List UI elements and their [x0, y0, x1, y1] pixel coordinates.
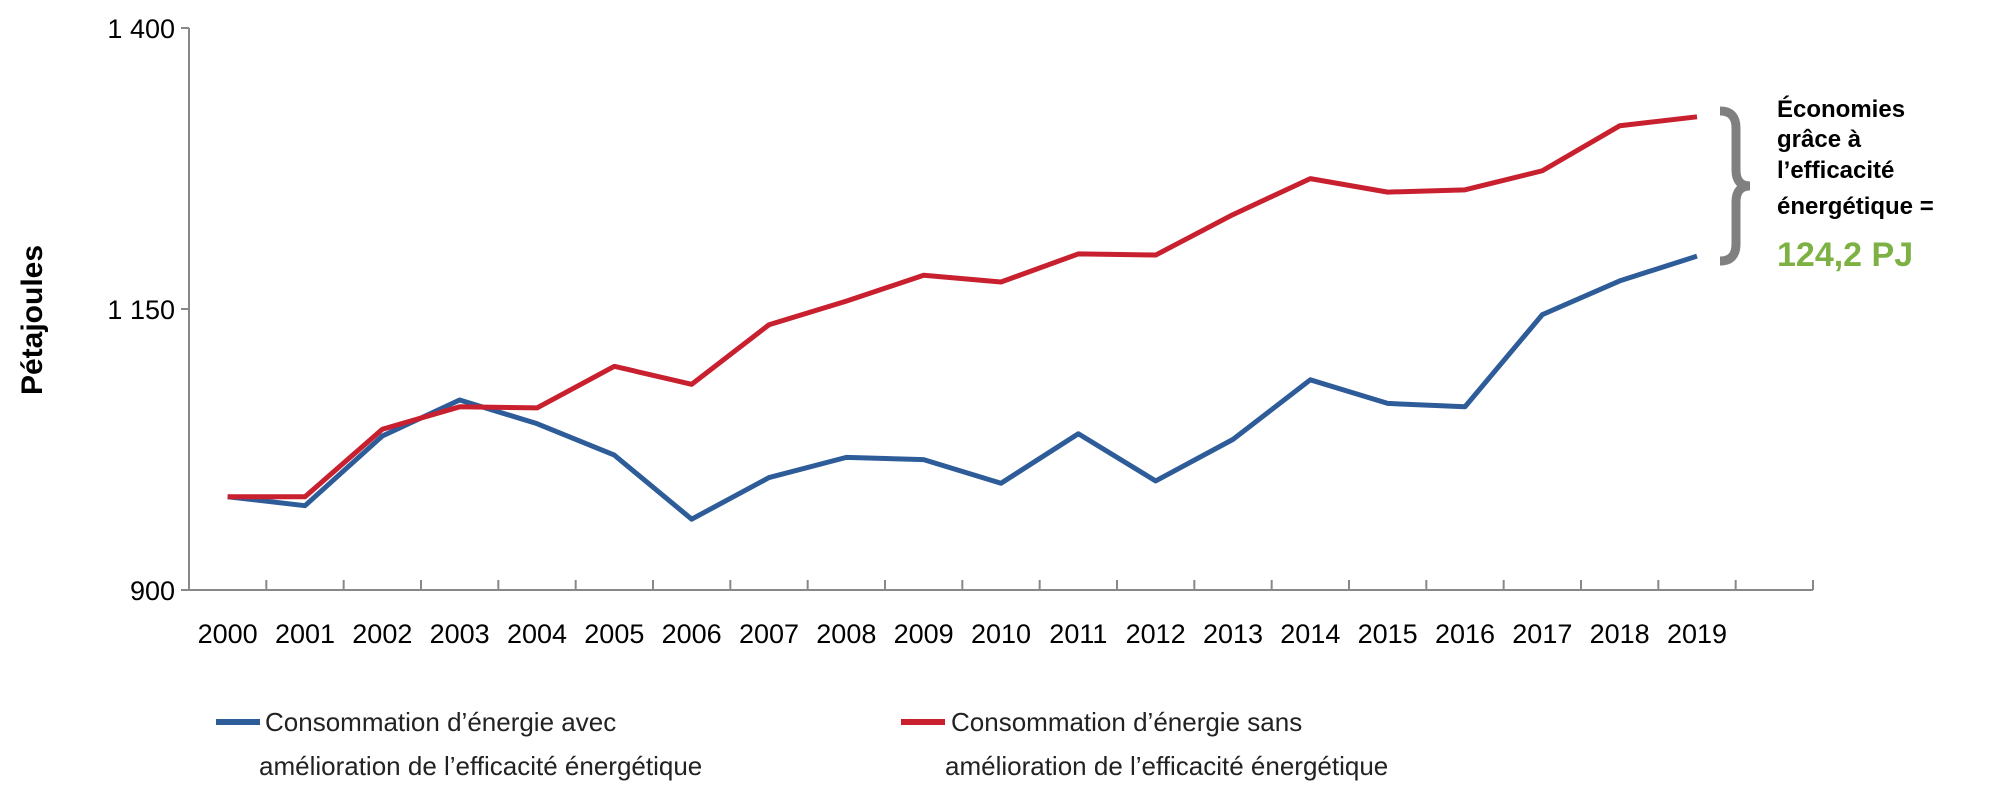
x-tick-label: 2010 — [971, 619, 1031, 649]
annotation-line: énergétique = — [1777, 193, 1934, 220]
x-tick-label: 2011 — [1049, 619, 1107, 649]
series-line-1 — [227, 253, 1698, 522]
legend-label: Consommation d’énergie sans — [951, 707, 1302, 737]
x-tick-label: 2015 — [1358, 619, 1418, 649]
y-tick-label: 1 400 — [107, 14, 175, 44]
x-tick-label: 2012 — [1126, 619, 1186, 649]
annotation-line: grâce à — [1777, 126, 1862, 153]
x-tick-label: 2019 — [1667, 619, 1727, 649]
x-tick-label: 2014 — [1280, 619, 1340, 649]
legend-label: amélioration de l’efficacité énergétique — [945, 751, 1388, 781]
x-tick-label: 2003 — [430, 619, 490, 649]
x-tick-label: 2008 — [816, 619, 876, 649]
x-tick-label: 2017 — [1512, 619, 1572, 649]
series-lines — [227, 114, 1698, 522]
x-tick-label: 2006 — [662, 619, 722, 649]
annotation-value: 124,2 PJ — [1777, 236, 1913, 274]
x-tick-label: 2000 — [198, 619, 258, 649]
annotation-line: Économies — [1777, 95, 1905, 123]
annotation-line: l’efficacité — [1777, 157, 1894, 184]
x-tick-label: 2018 — [1590, 619, 1650, 649]
x-tick-label: 2009 — [894, 619, 954, 649]
x-tick-label: 2016 — [1435, 619, 1495, 649]
x-tick-label: 2007 — [739, 619, 799, 649]
legend: Consommation d’énergie avec amélioration… — [216, 707, 1388, 781]
series-line-2 — [227, 114, 1698, 500]
x-tick-label: 2005 — [584, 619, 644, 649]
x-tick-label: 2004 — [507, 619, 567, 649]
y-axis-label: Pétajoules — [16, 245, 49, 395]
axes: 900 1 150 1 400 2000 2001 2002 2003 2004 2005 200… — [107, 14, 1814, 649]
x-tick-label: 2002 — [352, 619, 412, 649]
y-tick-label: 900 — [130, 576, 175, 606]
savings-annotation: Économies grâce à l’efficacité énergétiq… — [1719, 95, 1934, 274]
legend-label: amélioration de l’efficacité énergétique — [259, 751, 702, 781]
x-tick-label: 2013 — [1203, 619, 1263, 649]
legend-label: Consommation d’énergie avec — [265, 707, 616, 737]
y-tick-label: 1 150 — [107, 295, 175, 325]
x-tick-label: 2001 — [275, 619, 335, 649]
brace-icon — [1719, 106, 1751, 266]
